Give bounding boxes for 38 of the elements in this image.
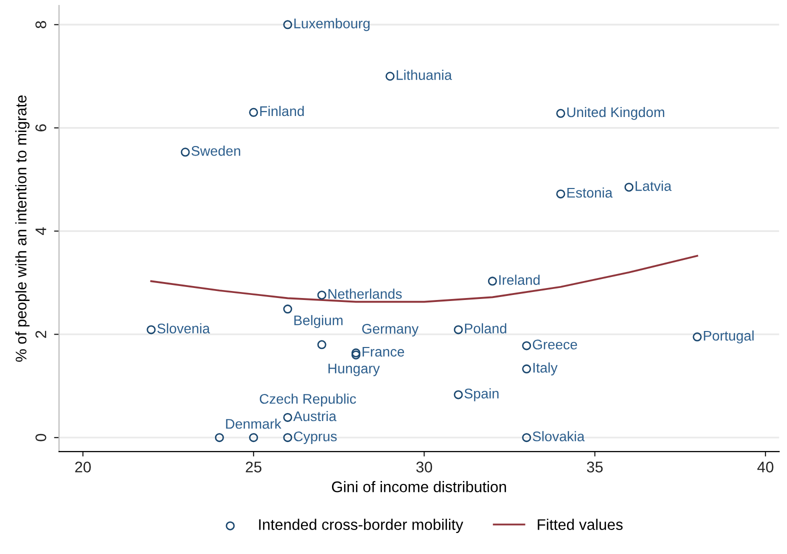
annotation: Netherlands (328, 288, 402, 299)
legend-label: Intended cross-border mobility (259, 518, 464, 534)
annotation: Germany (362, 324, 419, 336)
y-tick-label: 8 (35, 21, 46, 28)
annotation: Cyprus (294, 431, 337, 444)
x-tick-label: 35 (586, 462, 603, 472)
annotation: Ireland (499, 274, 540, 285)
annotation: Lithuania (396, 70, 452, 80)
annotation: Belgium (294, 315, 342, 328)
annotation: Austria (293, 410, 336, 422)
annotation: Portugal (704, 330, 754, 344)
annotation: Latvia (636, 180, 672, 191)
x-tick-label: 25 (246, 462, 262, 472)
x-axis-title: Gini of income distribution (332, 481, 506, 492)
annotation: France (362, 346, 404, 357)
annotation: Denmark (226, 418, 282, 429)
annotation: Estonia (567, 187, 613, 198)
x-tick-label: 20 (75, 462, 91, 472)
annotation: Czech Republic (260, 394, 356, 407)
annotation: Slovenia (157, 323, 210, 334)
annotation: Greece (532, 340, 578, 350)
annotation: Luxembourg (294, 18, 370, 32)
annotation: Sweden (191, 146, 240, 156)
y-tick-label: 6 (35, 124, 46, 132)
y-axis-title: % of people with an intention to migrate (15, 95, 30, 362)
y-tick-label: 0 (35, 434, 46, 442)
annotation: Poland (465, 323, 506, 334)
legend-label: Fitted values (538, 518, 623, 530)
annotation: United Kingdom (567, 106, 664, 120)
y-tick-label: 2 (35, 330, 46, 338)
annotation: Hungary (328, 364, 380, 376)
annotation: Slovakia (532, 431, 585, 442)
annotation: Italy (533, 362, 558, 376)
y-tick-label: 4 (36, 227, 46, 236)
x-tick-label: 40 (757, 462, 774, 472)
annotation: Spain (464, 388, 498, 402)
annotation: Finland (260, 106, 304, 116)
x-tick-label: 30 (416, 462, 432, 472)
